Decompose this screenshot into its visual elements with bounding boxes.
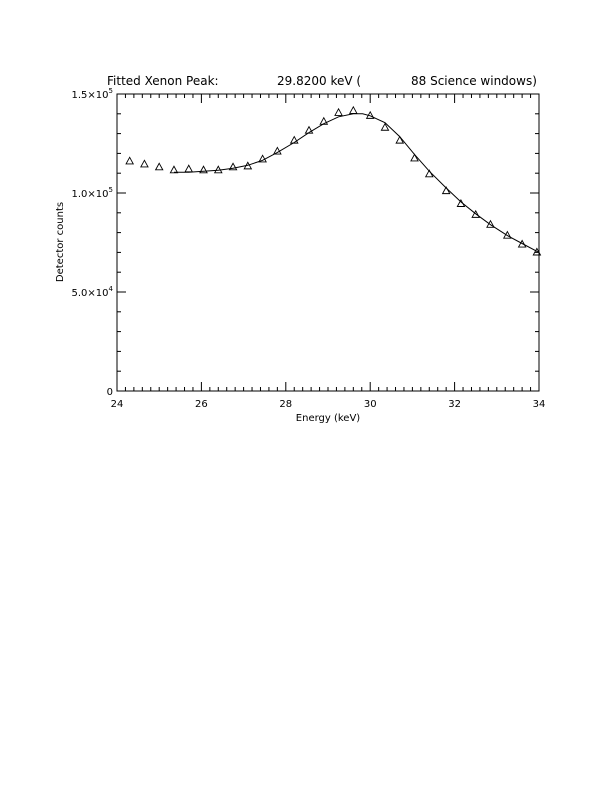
plot-area: [125, 105, 542, 256]
title-windows: 88 Science windows): [411, 74, 537, 88]
fit-curve: [174, 113, 540, 253]
data-point-triangle: [471, 209, 481, 218]
data-point-triangle: [169, 165, 179, 174]
title-prefix: Fitted Xenon Peak:: [107, 74, 219, 88]
x-tick-label: 32: [448, 399, 461, 410]
data-point-triangle: [154, 162, 164, 171]
data-point-triangle: [140, 159, 149, 168]
data-point-triangle: [410, 153, 419, 162]
data-point-triangle: [199, 165, 208, 174]
data-point-triangle: [125, 156, 135, 165]
data-point-triangle: [273, 146, 282, 155]
data-point-triangle: [258, 154, 267, 163]
y-tick-label: 5.0×104: [72, 285, 114, 299]
chart-title: Fitted Xenon Peak: 29.8200 keV ( 88 Scie…: [107, 74, 537, 88]
data-point-triangle: [380, 122, 390, 131]
data-point-triangle: [486, 219, 495, 228]
y-tick-label: 0: [107, 387, 113, 398]
title-energy: 29.8200 keV (: [277, 74, 361, 88]
data-point-triangle: [228, 162, 238, 171]
data-point-triangle: [395, 135, 405, 144]
x-tick-label: 26: [195, 399, 208, 410]
data-point-triangle: [289, 135, 299, 144]
data-point-triangle: [319, 116, 329, 125]
axis-ticks: [116, 93, 540, 392]
y-tick-label: 1.5×105: [72, 87, 113, 101]
x-tick-label: 24: [111, 399, 124, 410]
data-point-triangle: [304, 125, 314, 134]
x-axis-label: Energy (keV): [296, 413, 361, 424]
y-tick-labels: 0 5.0×104 1.0×105 1.5×105: [72, 87, 114, 398]
x-tick-label: 28: [279, 399, 292, 410]
data-point-triangle: [334, 107, 343, 116]
x-tick-label: 30: [364, 399, 377, 410]
x-tick-label: 34: [533, 399, 546, 410]
x-tick-labels: 24 26 28 30 32 34: [111, 399, 546, 410]
y-tick-label: 1.0×105: [72, 186, 113, 200]
y-axis-label: Detector counts: [55, 202, 66, 282]
data-point-triangle: [517, 239, 527, 248]
